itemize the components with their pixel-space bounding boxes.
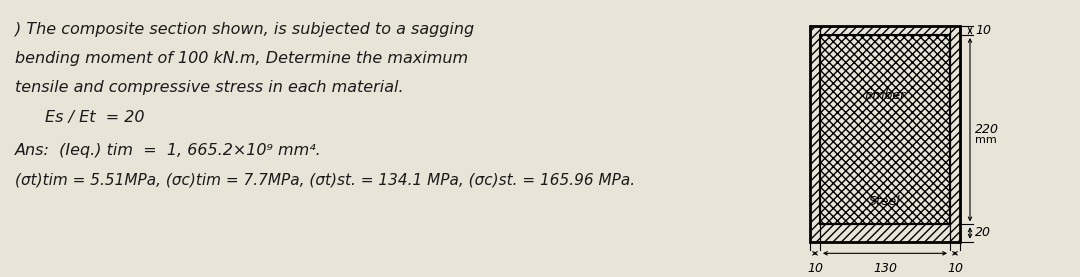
Text: 10: 10 [947,262,963,275]
Text: 20: 20 [975,227,991,240]
Text: (σt)tim = 5.51MPa, (σc)tim = 7.7MPa, (σt)st. = 134.1 MPa, (σc)st. = 165.96 MPa.: (σt)tim = 5.51MPa, (σc)tim = 7.7MPa, (σt… [15,172,635,187]
Text: tensile and compressive stress in each material.: tensile and compressive stress in each m… [15,80,404,95]
Text: timber: timber [864,89,906,102]
Bar [820,26,950,35]
Bar [820,224,950,242]
Text: ) The composite section shown, is subjected to a sagging: ) The composite section shown, is subjec… [15,22,474,37]
Bar [810,26,960,242]
Text: Es / Et  = 20: Es / Et = 20 [45,109,145,125]
Text: 130: 130 [873,262,897,275]
Bar [810,26,820,242]
Text: Ans:  (Ieq.) tim  =  1, 665.2×10⁹ mm⁴.: Ans: (Ieq.) tim = 1, 665.2×10⁹ mm⁴. [15,143,322,158]
Text: 220: 220 [975,123,999,136]
Text: 10: 10 [807,262,823,275]
Text: Steel: Steel [869,195,901,208]
Bar [950,26,960,242]
Text: 10: 10 [975,24,991,37]
Text: mm: mm [975,135,997,145]
Bar [820,35,950,224]
Text: bending moment of 100 kN.m, Determine the maximum: bending moment of 100 kN.m, Determine th… [15,51,468,66]
